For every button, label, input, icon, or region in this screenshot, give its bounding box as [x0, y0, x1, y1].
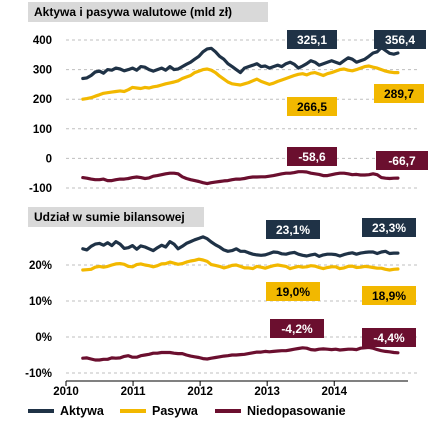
data-label-box [287, 147, 337, 166]
series-line-niedopasowanie [81, 345, 400, 362]
x-tick-label: 2010 [53, 386, 79, 398]
data-label: -4,4% [373, 331, 405, 345]
data-label-box [376, 151, 428, 170]
chart-title: Udział w sumie bilansowej [34, 210, 185, 224]
y-tick-label: 20% [29, 260, 52, 272]
data-label: -4,2% [281, 322, 313, 336]
y-tick-label: 300 [33, 65, 52, 77]
legend-label: Aktywa [60, 404, 105, 418]
data-label-box [266, 220, 320, 239]
data-label: 325,1 [297, 33, 327, 47]
data-label-box [362, 286, 416, 305]
data-label-box [266, 282, 320, 301]
data-label: 356,4 [385, 33, 415, 47]
x-tick-label: 2012 [187, 386, 213, 398]
data-label-box [287, 97, 337, 116]
y-tick-label: 0 [46, 153, 52, 165]
x-tick-label: 2013 [254, 386, 280, 398]
data-label: 289,7 [384, 87, 414, 101]
series-line-niedopasowanie [81, 170, 400, 186]
x-tick-label: 2014 [321, 386, 347, 398]
series-line-pasywa [81, 64, 400, 101]
data-label-box [270, 319, 324, 338]
bottom-chart-panel: 20% 10% 0% -10% 23,1% 23,3% 19,0% 18,9% -4,2% -4,… [25, 218, 418, 380]
data-label-box [362, 218, 416, 237]
legend-label: Pasywa [152, 404, 199, 418]
data-label: -66,7 [388, 154, 416, 168]
x-tick-label: 2011 [121, 386, 147, 398]
data-label-box [374, 84, 424, 103]
data-label: 266,5 [297, 100, 327, 114]
chart-title: Aktywa i pasywa walutowe (mld zł) [34, 5, 232, 19]
y-tick-label: 0% [35, 332, 52, 344]
chart-title-background [28, 2, 268, 22]
top-chart-panel: 400 300 200 100 0 -100 325,1 356,4 266,5 289,7 -58… [29, 30, 428, 195]
series-line-aktywa [81, 45, 400, 81]
y-tick-label: -100 [29, 183, 52, 195]
y-tick-label: -10% [25, 368, 52, 380]
y-tick-label: 100 [33, 124, 52, 136]
data-label: 23,3% [372, 221, 406, 235]
data-label: 18,9% [372, 289, 406, 303]
y-tick-label: 400 [33, 35, 52, 47]
data-label: -58,6 [298, 150, 326, 164]
data-label: 23,1% [276, 223, 310, 237]
legend-label: Niedopasowanie [247, 404, 346, 418]
legend: Aktywa Pasywa Niedopasowanie [28, 404, 346, 418]
data-label: 19,0% [276, 285, 310, 299]
data-label-box [374, 30, 426, 49]
x-axis: 2010 2011 2012 2013 2014 [53, 380, 408, 398]
series-line-pasywa [81, 257, 400, 272]
data-label-box [287, 30, 337, 49]
series-line-aktywa [81, 235, 400, 258]
y-tick-label: 200 [33, 94, 52, 106]
chart-title-background [28, 207, 204, 227]
y-tick-label: 10% [29, 296, 52, 308]
data-label-box [362, 328, 416, 347]
